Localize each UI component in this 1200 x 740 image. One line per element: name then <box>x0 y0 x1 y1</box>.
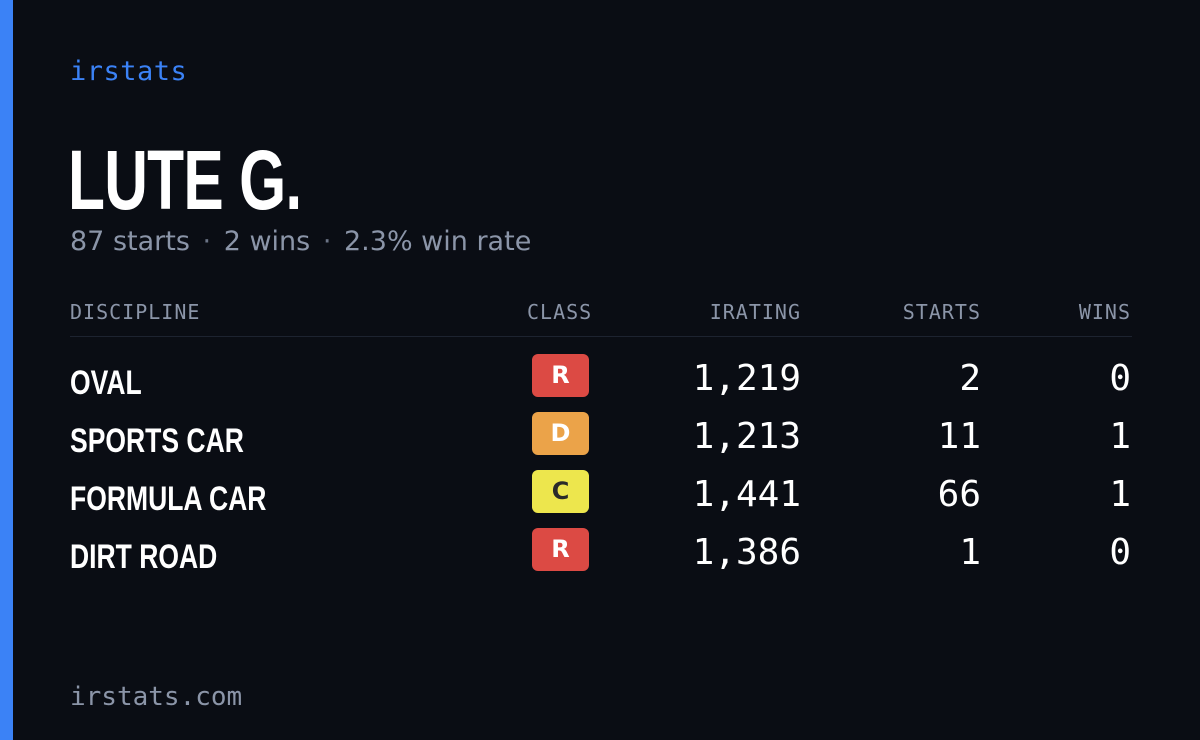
header-discipline: DISCIPLINE <box>70 300 201 324</box>
discipline-name: SPORTS CAR <box>70 422 244 460</box>
discipline-name: DIRT ROAD <box>70 538 218 576</box>
starts-value: 2 <box>959 358 981 399</box>
table-row: DIRT ROAD R 1,386 1 0 <box>70 528 1132 586</box>
starts-summary: 87 starts <box>70 226 190 257</box>
header-starts: STARTS <box>902 300 981 324</box>
table-row: SPORTS CAR D 1,213 11 1 <box>70 412 1132 470</box>
table-row: FORMULA CAR C 1,441 66 1 <box>70 470 1132 528</box>
discipline-name: OVAL <box>70 364 142 402</box>
class-badge: R <box>532 528 589 571</box>
summary-separator: · <box>202 226 212 257</box>
summary-separator: · <box>322 226 332 257</box>
class-badge: D <box>532 412 589 455</box>
wins-value: 1 <box>1109 474 1131 515</box>
wins-value: 1 <box>1109 416 1131 457</box>
footer-url[interactable]: irstats.com <box>70 682 243 712</box>
starts-value: 66 <box>937 474 981 515</box>
table-row: OVAL R 1,219 2 0 <box>70 354 1132 412</box>
header-wins: WINS <box>1078 300 1131 324</box>
driver-summary: 87 starts · 2 wins · 2.3% win rate <box>70 226 531 257</box>
starts-value: 1 <box>959 532 981 573</box>
table-header: DISCIPLINE CLASS IRATING STARTS WINS <box>70 296 1132 337</box>
wins-value: 0 <box>1109 358 1131 399</box>
wins-summary: 2 wins <box>223 226 311 257</box>
irating-value: 1,386 <box>692 532 801 573</box>
accent-bar <box>0 0 13 740</box>
irating-value: 1,213 <box>692 416 801 457</box>
header-class: CLASS <box>527 300 593 324</box>
irating-value: 1,441 <box>692 474 801 515</box>
irating-value: 1,219 <box>692 358 801 399</box>
starts-value: 11 <box>937 416 981 457</box>
header-irating: IRATING <box>709 300 801 324</box>
win-rate-summary: 2.3% win rate <box>344 226 532 257</box>
class-badge: C <box>532 470 589 513</box>
wins-value: 0 <box>1109 532 1131 573</box>
stats-table: DISCIPLINE CLASS IRATING STARTS WINS OVA… <box>70 296 1132 586</box>
class-badge: R <box>532 354 589 397</box>
table-body: OVAL R 1,219 2 0 SPORTS CAR D 1,213 11 1… <box>70 337 1132 586</box>
driver-name: LUTE G. <box>68 133 302 227</box>
brand-logo: irstats <box>70 56 188 87</box>
discipline-name: FORMULA CAR <box>70 480 267 518</box>
